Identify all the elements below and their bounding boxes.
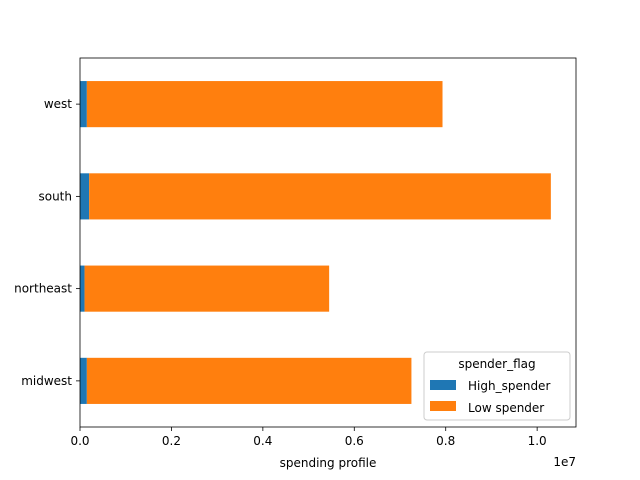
x-tick-label: 0.2 xyxy=(162,434,181,448)
y-tick-label: west xyxy=(44,97,72,111)
y-ticks: midwest northeast south west xyxy=(14,97,80,388)
y-tick-label: south xyxy=(38,189,72,203)
bar-west-low-spender xyxy=(86,81,443,128)
bar-midwest-high-spender xyxy=(80,357,87,404)
axes-frame xyxy=(79,57,577,428)
y-tick-label: northeast xyxy=(14,282,72,296)
bars-group xyxy=(80,81,551,404)
x-tick-label: 0.6 xyxy=(345,434,364,448)
x-tick-label: 0.8 xyxy=(436,434,455,448)
bar-northeast-high-spender xyxy=(80,265,85,312)
x-tick-label: 0.0 xyxy=(70,434,89,448)
legend: spender_flag High_spender Low spender xyxy=(423,351,571,421)
x-tick-label: 0.4 xyxy=(253,434,272,448)
x-ticks: 0.0 0.2 0.4 0.6 0.8 1.0 xyxy=(70,427,547,448)
legend-swatch-low-spender xyxy=(430,401,456,411)
x-offset-label: 1e7 xyxy=(553,455,576,469)
legend-box xyxy=(423,351,571,421)
bar-northeast-low-spender xyxy=(84,265,330,312)
legend-label-high-spender: High_spender xyxy=(468,379,550,393)
bar-midwest-low-spender xyxy=(86,357,412,404)
legend-swatch-high-spender xyxy=(430,380,456,390)
y-tick-label: midwest xyxy=(21,374,72,388)
x-tick-label: 1.0 xyxy=(528,434,547,448)
bar-west-high-spender xyxy=(80,81,87,128)
legend-label-low-spender: Low spender xyxy=(468,401,544,415)
bar-south-low-spender xyxy=(89,173,551,220)
bar-south-high-spender xyxy=(80,173,90,220)
legend-title: spender_flag xyxy=(458,357,535,371)
x-axis-label: spending profile xyxy=(280,456,377,470)
